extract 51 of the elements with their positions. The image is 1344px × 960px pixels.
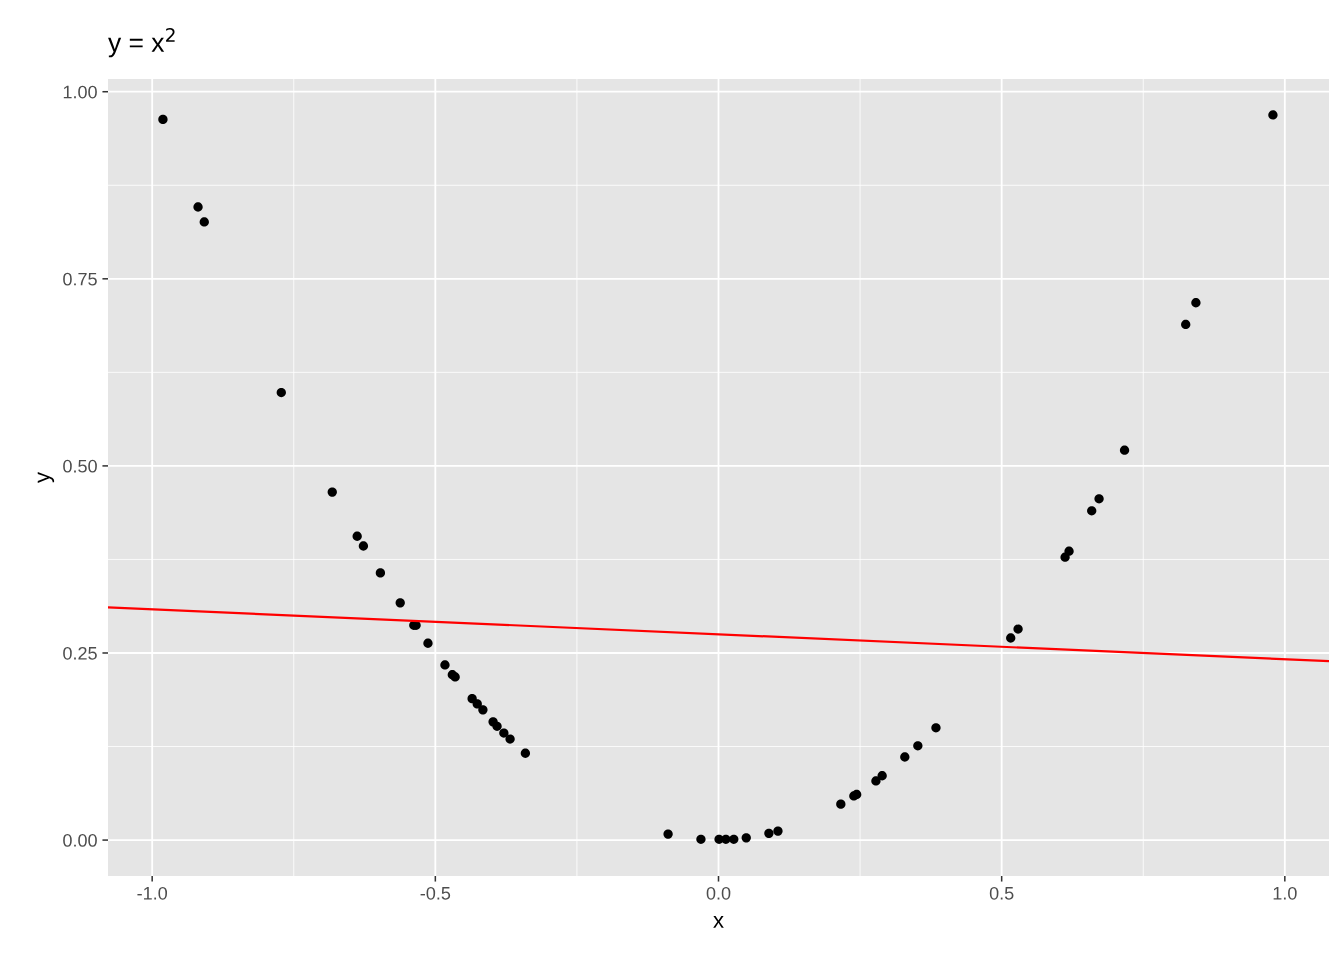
x-tick-label: -1.0 [137,886,168,900]
point [472,699,482,709]
point [520,748,531,758]
point [499,728,509,738]
point [375,568,386,578]
point [913,741,923,751]
point [1013,624,1023,634]
point [276,387,286,398]
point [764,828,774,838]
point [1181,319,1191,330]
point [900,752,910,762]
point [327,487,337,497]
x-axis-title: x [713,915,724,928]
x-tick-label: 0.5 [989,886,1014,900]
x-tick-label: 1.0 [1273,886,1297,900]
point [877,771,887,781]
x-tick-label: 0.0 [706,886,731,900]
y-axis-title: y [37,471,55,483]
point [1094,494,1104,504]
point [1087,506,1097,516]
point [193,202,203,212]
point [836,799,846,809]
point [352,531,362,541]
point [440,660,450,670]
point [1191,298,1201,308]
point [729,834,739,844]
y-tick-label: 0.75 [63,272,97,286]
point [395,598,405,608]
point [696,834,706,844]
chart-title: y = x$^{2}$ [108,27,175,58]
point [773,826,783,836]
point [1268,110,1278,120]
y-tick-label: 0.50 [63,459,97,473]
point [423,638,433,648]
y-tick-label: 1.00 [63,85,97,99]
x-tick-label: -0.5 [420,886,451,900]
y-tick-label: 0.00 [63,834,97,847]
point [1006,633,1016,643]
y-tick-label: 0.25 [63,646,97,660]
point [158,114,168,125]
point [505,734,515,744]
point [1119,445,1130,455]
point [492,721,502,731]
point [478,705,488,715]
point [199,217,209,227]
point [931,723,941,733]
point [741,833,751,843]
point [871,776,881,786]
point [663,829,673,839]
point [1064,546,1074,556]
point [358,541,369,551]
